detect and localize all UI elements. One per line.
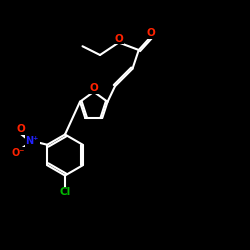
Text: Cl: Cl bbox=[60, 187, 71, 197]
Text: N⁺: N⁺ bbox=[26, 136, 39, 146]
Text: O⁻: O⁻ bbox=[12, 148, 25, 158]
Text: O: O bbox=[114, 34, 123, 44]
Text: O: O bbox=[16, 124, 25, 134]
Text: O: O bbox=[90, 83, 98, 93]
Text: O: O bbox=[147, 28, 156, 38]
